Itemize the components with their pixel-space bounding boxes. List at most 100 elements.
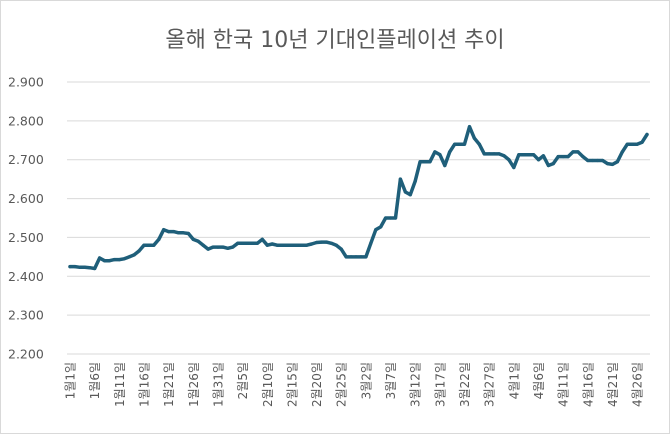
data-point [191, 237, 195, 241]
data-point [482, 152, 486, 156]
data-point [389, 216, 393, 220]
data-point [270, 242, 274, 246]
data-point [157, 237, 161, 241]
data-point [620, 150, 624, 154]
data-point [571, 150, 575, 154]
data-point [428, 160, 432, 164]
x-axis-ticks: 1월1일 1월6일 1월11일 1월16일 1월21일 1월26일 1월31일 2월5일 2월1… [64, 362, 645, 407]
data-point [181, 231, 185, 235]
data-point [107, 259, 112, 263]
y-tick-label: 2.900 [8, 75, 44, 90]
data-point [393, 216, 398, 220]
data-point [290, 243, 294, 247]
data-point [374, 228, 378, 232]
data-point [305, 243, 309, 247]
data-point [324, 240, 328, 244]
data-point [443, 163, 447, 168]
data-point [329, 241, 333, 245]
x-tick-label: 1월31일 [211, 362, 225, 407]
x-tick-label: 2월10일 [261, 362, 275, 407]
data-point [615, 160, 620, 164]
data-point [369, 241, 373, 245]
data-point [487, 152, 491, 156]
data-point [546, 163, 551, 168]
x-tick-label: 2월25일 [335, 362, 349, 407]
data-point [285, 243, 289, 247]
data-point [502, 154, 506, 158]
data-point [522, 153, 526, 157]
x-tick-label: 1월21일 [162, 362, 176, 407]
data-point [532, 153, 536, 157]
data-point [245, 241, 250, 245]
data-point [581, 155, 585, 159]
series-line [68, 124, 649, 271]
data-point [117, 258, 121, 262]
data-point [186, 231, 190, 236]
data-point [250, 241, 255, 245]
data-point [556, 155, 560, 159]
data-point [216, 245, 220, 249]
x-tick-label: 3월12일 [409, 362, 423, 407]
data-point [551, 162, 555, 166]
data-point [601, 158, 605, 163]
x-tick-label: 4월16일 [581, 362, 595, 407]
data-point [354, 255, 358, 259]
data-point [448, 150, 452, 154]
x-tick-label: 3월22일 [458, 362, 472, 407]
y-axis-ticks: 2.200 2.300 2.400 2.500 2.600 2.700 2.800 2.900 [8, 75, 44, 362]
data-point [78, 265, 82, 269]
data-point [561, 155, 565, 159]
data-point [162, 228, 166, 232]
x-tick-label: 1월11일 [113, 362, 127, 407]
data-point [462, 142, 467, 146]
data-point [68, 265, 72, 269]
y-tick-label: 2.600 [8, 191, 44, 206]
data-point [231, 245, 235, 249]
data-point [73, 265, 77, 269]
data-point [507, 158, 511, 162]
x-tick-label: 1월16일 [137, 362, 151, 407]
y-tick-label: 2.400 [8, 269, 44, 284]
data-point [418, 160, 422, 164]
data-point [527, 153, 531, 157]
data-point [93, 266, 97, 271]
data-point [630, 142, 634, 146]
data-point [226, 246, 230, 250]
data-point [566, 155, 570, 159]
data-point [152, 243, 156, 247]
data-point [201, 243, 205, 247]
x-tick-label: 4월6일 [532, 362, 546, 399]
y-tick-label: 2.200 [8, 347, 44, 362]
data-point [142, 243, 146, 247]
data-point [241, 241, 245, 245]
data-point [364, 255, 368, 259]
data-point [310, 242, 314, 246]
data-point [645, 132, 649, 137]
x-tick-label: 4월11일 [557, 362, 571, 407]
data-point [295, 243, 299, 247]
data-point [319, 240, 324, 244]
data-point [236, 241, 240, 245]
y-tick-label: 2.800 [8, 113, 44, 128]
x-tick-label: 3월27일 [483, 362, 497, 407]
data-point [344, 255, 348, 259]
data-point [334, 243, 338, 247]
data-point [467, 125, 472, 129]
data-point [88, 266, 92, 270]
data-point [596, 158, 600, 163]
data-point [541, 154, 546, 158]
data-point [625, 142, 629, 146]
y-tick-label: 2.700 [8, 152, 44, 167]
data-point [127, 255, 131, 259]
data-point [403, 190, 407, 194]
data-point [221, 245, 225, 249]
data-point [413, 179, 417, 183]
data-point [147, 243, 151, 247]
data-point [379, 225, 383, 229]
data-point [536, 158, 541, 162]
x-tick-label: 3월7일 [384, 362, 398, 399]
data-point [265, 243, 269, 247]
data-point [176, 231, 181, 235]
data-point [605, 162, 610, 166]
data-point [172, 230, 176, 234]
